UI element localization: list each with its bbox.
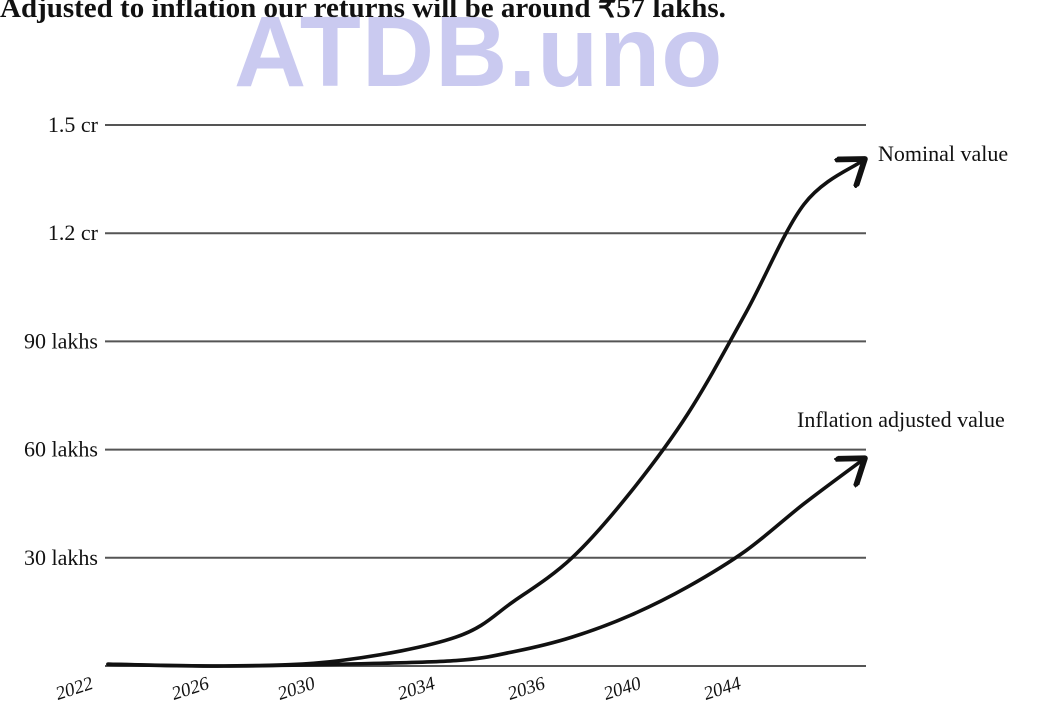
y-axis-ticks: 1.5 cr 1.2 cr 90 lakhs 60 lakhs 30 lakhs [24, 112, 99, 570]
nominal-value-label: Nominal value [878, 141, 1008, 166]
x-tick-label: 2040 [601, 673, 644, 705]
series-labels: Nominal value Inflation adjusted value [797, 141, 1008, 432]
inflation-adjusted-label: Inflation adjusted value [797, 407, 1005, 432]
chart-headline: Adjusted to inflation our returns will b… [0, 0, 726, 24]
y-tick-label: 1.5 cr [48, 112, 99, 137]
x-tick-label: 2044 [701, 673, 744, 705]
y-tick-label: 60 lakhs [24, 437, 98, 462]
x-tick-label: 2030 [275, 673, 318, 705]
series-group [106, 161, 862, 668]
nominal-value-line [106, 161, 862, 668]
y-tick-label: 1.2 cr [48, 220, 99, 245]
gridlines [105, 124, 866, 667]
inflation-adjusted-line [106, 460, 862, 668]
x-tick-label: 2026 [169, 673, 212, 705]
x-tick-label: 2034 [395, 673, 438, 705]
x-tick-label: 2022 [53, 673, 96, 705]
y-tick-label: 90 lakhs [24, 328, 98, 353]
x-tick-label: 2036 [505, 673, 548, 705]
y-tick-label: 30 lakhs [24, 545, 98, 570]
x-axis-ticks: 2022 2026 2030 2034 2036 2040 2044 [53, 673, 744, 705]
